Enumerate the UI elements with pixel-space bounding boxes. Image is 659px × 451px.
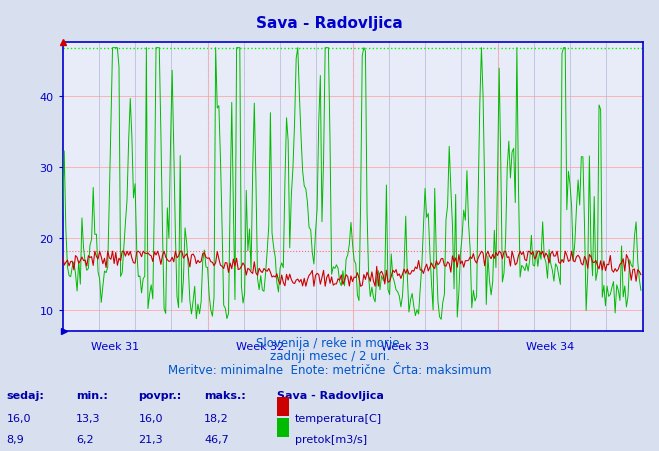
Text: sedaj:: sedaj: (7, 390, 44, 400)
Text: 8,9: 8,9 (7, 434, 24, 444)
Text: Sava - Radovljica: Sava - Radovljica (256, 16, 403, 31)
Text: temperatura[C]: temperatura[C] (295, 413, 382, 423)
Text: zadnji mesec / 2 uri.: zadnji mesec / 2 uri. (270, 350, 389, 363)
Text: min.:: min.: (76, 390, 107, 400)
Text: maks.:: maks.: (204, 390, 246, 400)
Text: Meritve: minimalne  Enote: metrične  Črta: maksimum: Meritve: minimalne Enote: metrične Črta:… (168, 363, 491, 376)
Text: Sava - Radovljica: Sava - Radovljica (277, 390, 384, 400)
Text: 21,3: 21,3 (138, 434, 163, 444)
Text: povpr.:: povpr.: (138, 390, 182, 400)
Text: pretok[m3/s]: pretok[m3/s] (295, 434, 367, 444)
Text: 18,2: 18,2 (204, 413, 229, 423)
Text: 46,7: 46,7 (204, 434, 229, 444)
Text: 13,3: 13,3 (76, 413, 100, 423)
Text: 16,0: 16,0 (7, 413, 31, 423)
Text: 16,0: 16,0 (138, 413, 163, 423)
Text: Slovenija / reke in morje.: Slovenija / reke in morje. (256, 336, 403, 349)
Text: 6,2: 6,2 (76, 434, 94, 444)
